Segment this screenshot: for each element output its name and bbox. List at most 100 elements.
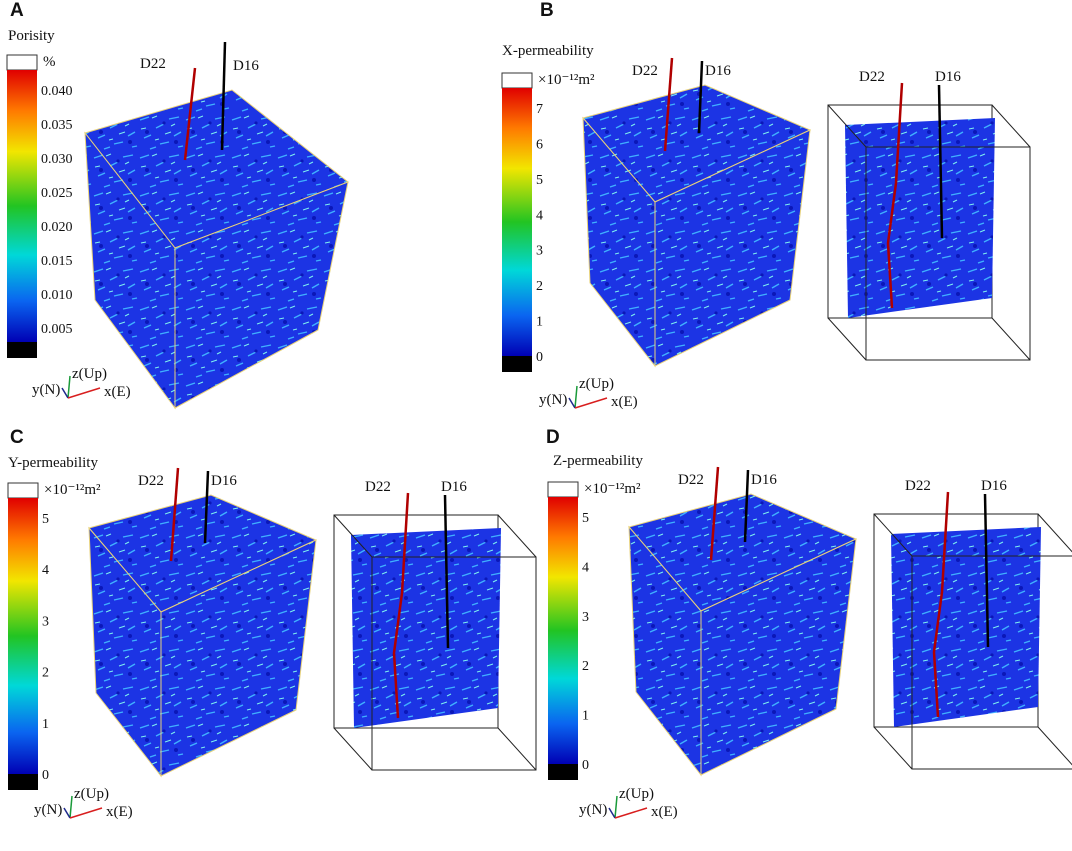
well-label: D16 <box>211 473 237 489</box>
colorbar-tick: 5 <box>536 173 543 188</box>
well-label: D22 <box>859 69 885 85</box>
well <box>443 494 450 649</box>
panel-letter: A <box>10 0 24 21</box>
colorbar-tick: 0.015 <box>41 254 73 269</box>
colorbar-tick: 1 <box>536 315 543 330</box>
colorbar-tick: 0 <box>42 768 49 783</box>
well-label: D16 <box>233 58 259 74</box>
colorbar-tick: 0.025 <box>41 186 73 201</box>
colorbar-tick: 3 <box>582 610 589 625</box>
colorbar-black <box>7 342 37 358</box>
axis-label: z(Up) <box>72 366 107 382</box>
colorbar <box>548 497 578 764</box>
axis-y <box>63 807 71 819</box>
colorbar-unit: ×10⁻¹²m² <box>538 72 595 88</box>
well <box>743 469 750 543</box>
colorbar-tick: 0.010 <box>41 288 73 303</box>
well <box>220 41 227 151</box>
box-edge <box>991 104 1031 148</box>
colorbar-tick: 5 <box>42 512 49 527</box>
panel-letter: B <box>540 0 554 21</box>
colorbar-black <box>8 774 38 790</box>
box-edge <box>873 726 913 770</box>
colorbar-white <box>501 72 533 89</box>
well <box>392 492 410 719</box>
well-label: D22 <box>678 472 704 488</box>
colorbar-tick: 2 <box>42 666 49 681</box>
colorbar-tick: 4 <box>582 560 589 575</box>
well-label: D16 <box>981 478 1007 494</box>
colorbar-title: Z-permeability <box>553 453 643 469</box>
box-edge <box>827 317 867 361</box>
box-edge <box>333 727 373 771</box>
colorbar-tick: 2 <box>536 279 543 294</box>
colorbar <box>502 88 532 356</box>
colorbar-tick: 0.030 <box>41 152 73 167</box>
axis-label: z(Up) <box>579 376 614 392</box>
well <box>183 67 197 161</box>
colorbar-black <box>502 356 532 372</box>
axis-label: y(N) <box>539 392 567 408</box>
well-label: D22 <box>365 479 391 495</box>
axis-x <box>614 807 648 819</box>
box-edge <box>991 317 1031 361</box>
well <box>983 493 990 648</box>
box-edge <box>1037 726 1072 766</box>
colorbar-title: Porisity <box>8 28 55 44</box>
well <box>169 467 180 562</box>
axis-label: x(E) <box>104 384 131 400</box>
axis-y <box>61 387 69 399</box>
colorbar-tick: 0 <box>536 350 543 365</box>
axis-label: z(Up) <box>619 786 654 802</box>
well-label: D22 <box>905 478 931 494</box>
axis-z <box>69 795 73 819</box>
well-label: D22 <box>140 56 166 72</box>
axis-label: z(Up) <box>74 786 109 802</box>
colorbar-tick: 0.005 <box>41 322 73 337</box>
well <box>663 57 674 152</box>
colorbar-white <box>7 482 39 499</box>
panel: C Y-permeability ×10⁻¹²m² 5 4 3 2 1 0 D22 D16 D22 D1… <box>7 427 537 820</box>
axis-y <box>568 397 576 409</box>
cube-face <box>174 181 349 409</box>
axis-z <box>574 385 578 409</box>
axis-label: y(N) <box>579 802 607 818</box>
colorbar-tick: 4 <box>536 208 543 223</box>
panel-letter: D <box>546 427 560 448</box>
colorbar-tick: 7 <box>536 102 543 117</box>
cube-face <box>160 539 317 777</box>
colorbar-title: Y-permeability <box>8 455 98 471</box>
colorbar-tick: 0.020 <box>41 220 73 235</box>
panel: B X-permeability ×10⁻¹²m² 7 6 5 4 3 2 1 0 D22 D16 D22… <box>501 0 1031 410</box>
colorbar-unit: % <box>43 54 56 70</box>
box-edge <box>497 727 537 771</box>
colorbar-tick: 1 <box>582 709 589 724</box>
slice <box>351 528 501 728</box>
colorbar-tick: 0.035 <box>41 118 73 133</box>
axis-label: y(N) <box>32 382 60 398</box>
cube-face <box>700 538 857 776</box>
axis-label: x(E) <box>651 804 678 820</box>
colorbar-title: X-permeability <box>502 43 594 59</box>
box-edge <box>873 513 913 557</box>
axis-x <box>69 807 103 819</box>
colorbar-tick: 2 <box>582 659 589 674</box>
well-label: D16 <box>705 63 731 79</box>
colorbar-black <box>548 764 578 780</box>
colorbar-tick: 3 <box>42 614 49 629</box>
colorbar-tick: 0 <box>582 758 589 773</box>
colorbar-tick: 4 <box>42 563 49 578</box>
axis-x <box>574 397 608 409</box>
axis-label: x(E) <box>611 394 638 410</box>
well <box>697 60 704 134</box>
well <box>932 491 950 718</box>
well-label: D16 <box>441 479 467 495</box>
panel: D Z-permeability ×10⁻¹²m² 5 4 3 2 1 0 D22 D16 D22 D1… <box>546 427 1072 820</box>
box-edge <box>827 104 867 148</box>
colorbar-unit: ×10⁻¹²m² <box>44 482 101 498</box>
axis-z <box>67 375 71 399</box>
well-label: D22 <box>632 63 658 79</box>
colorbar-white <box>547 481 579 498</box>
colorbar <box>7 70 37 342</box>
